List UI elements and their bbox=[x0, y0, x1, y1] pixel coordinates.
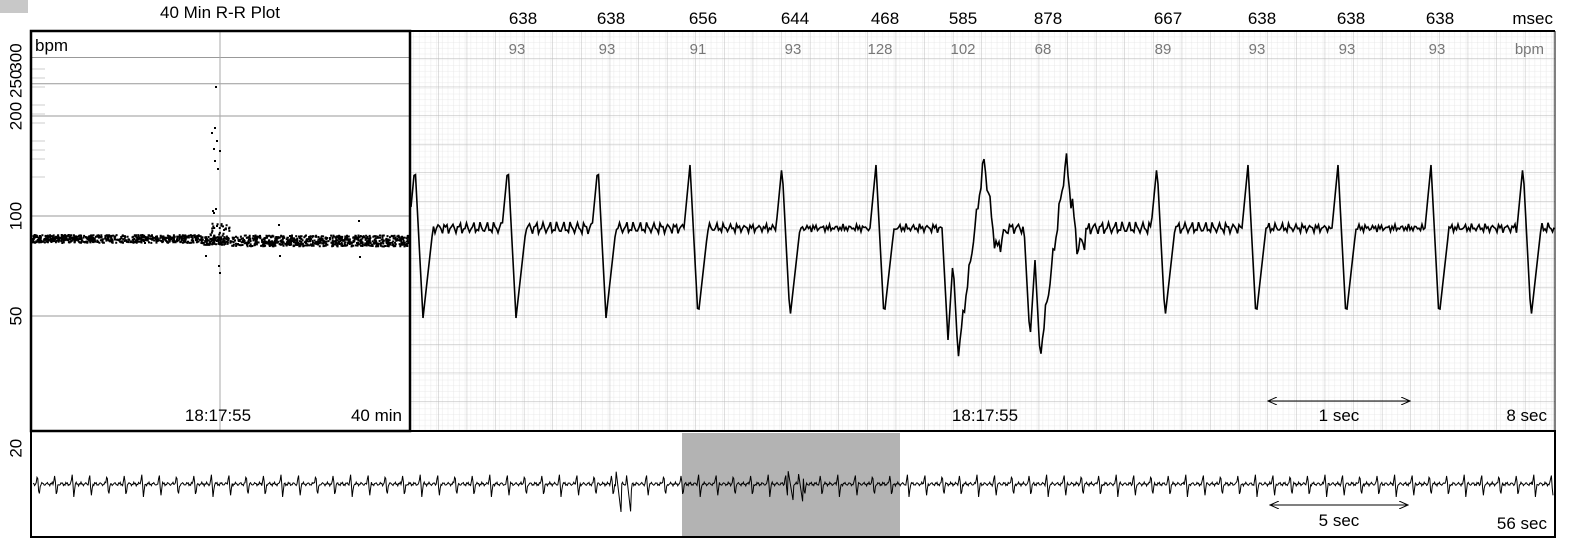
y-tick-label: 250 bbox=[6, 70, 25, 98]
strip-time: 18:17:55 bbox=[952, 406, 1018, 425]
overview-scale: 5 sec bbox=[1319, 511, 1360, 530]
ecg-trace bbox=[410, 153, 1555, 357]
interval-bpm: 128 bbox=[867, 41, 892, 58]
overview-trace bbox=[32, 471, 1554, 513]
interval-bpm: 89 bbox=[1155, 41, 1172, 58]
y-tick-label: 20 bbox=[6, 439, 25, 458]
interval-msec: 667 bbox=[1154, 9, 1182, 28]
interval-bpm: 93 bbox=[1429, 41, 1446, 58]
y-tick-label: 50 bbox=[6, 307, 25, 326]
strip-scale: 1 sec bbox=[1319, 406, 1360, 425]
interval-bpm: 93 bbox=[599, 41, 616, 58]
rr-span: 40 min bbox=[351, 406, 402, 425]
interval-msec: 638 bbox=[1426, 9, 1454, 28]
interval-msec: 644 bbox=[781, 9, 809, 28]
interval-msec: 638 bbox=[509, 9, 537, 28]
interval-msec: 878 bbox=[1034, 9, 1062, 28]
interval-bpm: 102 bbox=[950, 41, 975, 58]
overview-frame bbox=[30, 430, 1556, 538]
interval-bpm: 93 bbox=[1339, 41, 1356, 58]
interval-msec: 638 bbox=[1337, 9, 1365, 28]
strip-span: 8 sec bbox=[1506, 406, 1547, 425]
y-tick-label: 300 bbox=[6, 43, 25, 71]
interval-bpm: 68 bbox=[1035, 41, 1052, 58]
interval-msec: 638 bbox=[1248, 9, 1276, 28]
rr-unit: bpm bbox=[35, 36, 68, 55]
bpm-unit: bpm bbox=[1515, 41, 1544, 58]
overview-span: 56 sec bbox=[1497, 514, 1548, 533]
interval-msec: 638 bbox=[597, 9, 625, 28]
interval-msec: 656 bbox=[689, 9, 717, 28]
interval-bpm: 91 bbox=[690, 41, 707, 58]
rr-title: 40 Min R-R Plot bbox=[160, 3, 280, 22]
waves bbox=[32, 153, 1555, 513]
y-tick-label: 100 bbox=[6, 202, 25, 230]
rr-points bbox=[32, 86, 411, 274]
interval-labels: 638 93 638 93 656 91 644 93 468 128 585 102 878 68 667… bbox=[509, 9, 1455, 58]
rr-time: 18:17:55 bbox=[185, 406, 251, 425]
interval-msec: 468 bbox=[871, 9, 899, 28]
y-tick-label: 200 bbox=[6, 102, 25, 130]
interval-bpm: 93 bbox=[1249, 41, 1266, 58]
corner-tab[interactable] bbox=[0, 0, 28, 13]
interval-bpm: 93 bbox=[785, 41, 802, 58]
interval-bpm: 93 bbox=[509, 41, 526, 58]
interval-msec: 585 bbox=[949, 9, 977, 28]
msec-unit: msec bbox=[1512, 9, 1553, 28]
